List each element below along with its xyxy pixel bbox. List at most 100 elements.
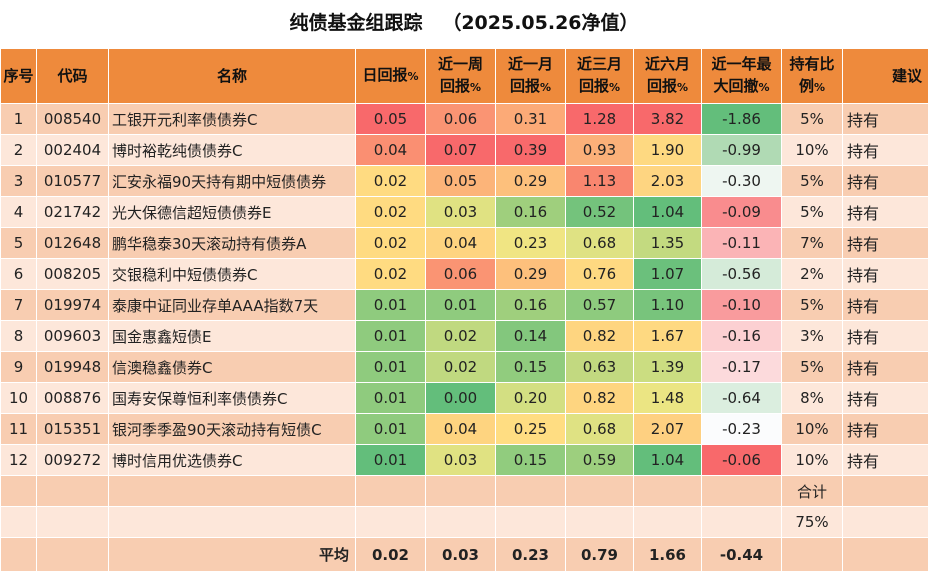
return-dd: -0.11 [702, 228, 782, 259]
return-week: 0.07 [426, 135, 496, 166]
header-row: 序号 代码 名称 日回报% 近一周回报% 近一月回报% 近三月回报% 近六月回报… [1, 49, 928, 104]
fund-code: 012648 [37, 228, 109, 259]
row-seq: 1 [1, 104, 37, 135]
col-header-seq: 序号 [1, 49, 37, 104]
return-daily: 0.02 [356, 166, 426, 197]
fund-name: 光大保德信超短债债券E [109, 197, 356, 228]
col-header-suggest: 建议 [843, 49, 928, 104]
col-header-drawdown: 近一年最大回撤% [702, 49, 782, 104]
return-daily: 0.01 [356, 445, 426, 476]
return-daily: 0.02 [356, 259, 426, 290]
return-dd: -0.16 [702, 321, 782, 352]
row-seq: 10 [1, 383, 37, 414]
return-m3: 0.82 [566, 321, 634, 352]
col-header-6m: 近六月回报% [634, 49, 702, 104]
fund-code: 002404 [37, 135, 109, 166]
row-seq: 4 [1, 197, 37, 228]
return-dd: -0.30 [702, 166, 782, 197]
return-month: 0.16 [496, 197, 566, 228]
avg-week: 0.03 [426, 538, 496, 572]
fund-table: 序号 代码 名称 日回报% 近一周回报% 近一月回报% 近三月回报% 近六月回报… [0, 48, 928, 572]
suggestion: 持有 [843, 445, 928, 476]
row-seq: 11 [1, 414, 37, 445]
fund-name: 银河季季盈90天滚动持有短债C [109, 414, 356, 445]
row-seq: 5 [1, 228, 37, 259]
return-month: 0.29 [496, 166, 566, 197]
row-seq: 8 [1, 321, 37, 352]
return-daily: 0.01 [356, 290, 426, 321]
suggestion: 持有 [843, 197, 928, 228]
return-week: 0.06 [426, 259, 496, 290]
average-row: 平均 0.02 0.03 0.23 0.79 1.66 -0.44 [1, 538, 928, 572]
holding-ratio: 5% [782, 166, 843, 197]
return-month: 0.14 [496, 321, 566, 352]
holding-ratio: 10% [782, 445, 843, 476]
page-title: 纯债基金组跟踪 （2025.05.26净值） [0, 0, 928, 48]
row-seq: 7 [1, 290, 37, 321]
row-seq: 6 [1, 259, 37, 290]
col-header-month: 近一月回报% [496, 49, 566, 104]
return-daily: 0.04 [356, 135, 426, 166]
return-m6: 1.48 [634, 383, 702, 414]
return-daily: 0.01 [356, 414, 426, 445]
return-m3: 1.13 [566, 166, 634, 197]
return-m6: 1.04 [634, 445, 702, 476]
return-dd: -0.23 [702, 414, 782, 445]
return-week: 0.05 [426, 166, 496, 197]
suggestion: 持有 [843, 135, 928, 166]
row-seq: 3 [1, 166, 37, 197]
fund-code: 009272 [37, 445, 109, 476]
return-daily: 0.02 [356, 197, 426, 228]
holding-ratio: 7% [782, 228, 843, 259]
fund-name: 信澳稳鑫债券C [109, 352, 356, 383]
fund-code: 019974 [37, 290, 109, 321]
return-dd: -0.99 [702, 135, 782, 166]
return-m3: 1.28 [566, 104, 634, 135]
col-header-3m: 近三月回报% [566, 49, 634, 104]
return-m3: 0.59 [566, 445, 634, 476]
return-m3: 0.68 [566, 414, 634, 445]
return-dd: -0.17 [702, 352, 782, 383]
holding-ratio: 8% [782, 383, 843, 414]
return-m3: 0.82 [566, 383, 634, 414]
return-week: 0.04 [426, 228, 496, 259]
return-week: 0.02 [426, 352, 496, 383]
return-month: 0.15 [496, 352, 566, 383]
sum-value: 75% [782, 507, 843, 538]
return-week: 0.06 [426, 104, 496, 135]
col-header-code: 代码 [37, 49, 109, 104]
suggestion: 持有 [843, 259, 928, 290]
return-daily: 0.01 [356, 352, 426, 383]
sum-value-row: 75% [1, 507, 928, 538]
suggestion: 持有 [843, 414, 928, 445]
return-dd: -1.86 [702, 104, 782, 135]
fund-code: 010577 [37, 166, 109, 197]
return-m3: 0.57 [566, 290, 634, 321]
avg-3m: 0.79 [566, 538, 634, 572]
fund-code: 008540 [37, 104, 109, 135]
return-week: 0.02 [426, 321, 496, 352]
return-week: 0.01 [426, 290, 496, 321]
fund-name: 鹏华稳泰30天滚动持有债券A [109, 228, 356, 259]
fund-name: 工银开元利率债债券C [109, 104, 356, 135]
return-month: 0.25 [496, 414, 566, 445]
holding-ratio: 3% [782, 321, 843, 352]
row-seq: 2 [1, 135, 37, 166]
return-m6: 1.04 [634, 197, 702, 228]
fund-code: 021742 [37, 197, 109, 228]
col-header-holding: 持有比例% [782, 49, 843, 104]
return-m3: 0.68 [566, 228, 634, 259]
fund-name: 汇安永福90天持有期中短债债券 [109, 166, 356, 197]
return-m6: 2.07 [634, 414, 702, 445]
return-month: 0.29 [496, 259, 566, 290]
col-header-daily: 日回报% [356, 49, 426, 104]
sum-label-row: 合计 [1, 476, 928, 507]
